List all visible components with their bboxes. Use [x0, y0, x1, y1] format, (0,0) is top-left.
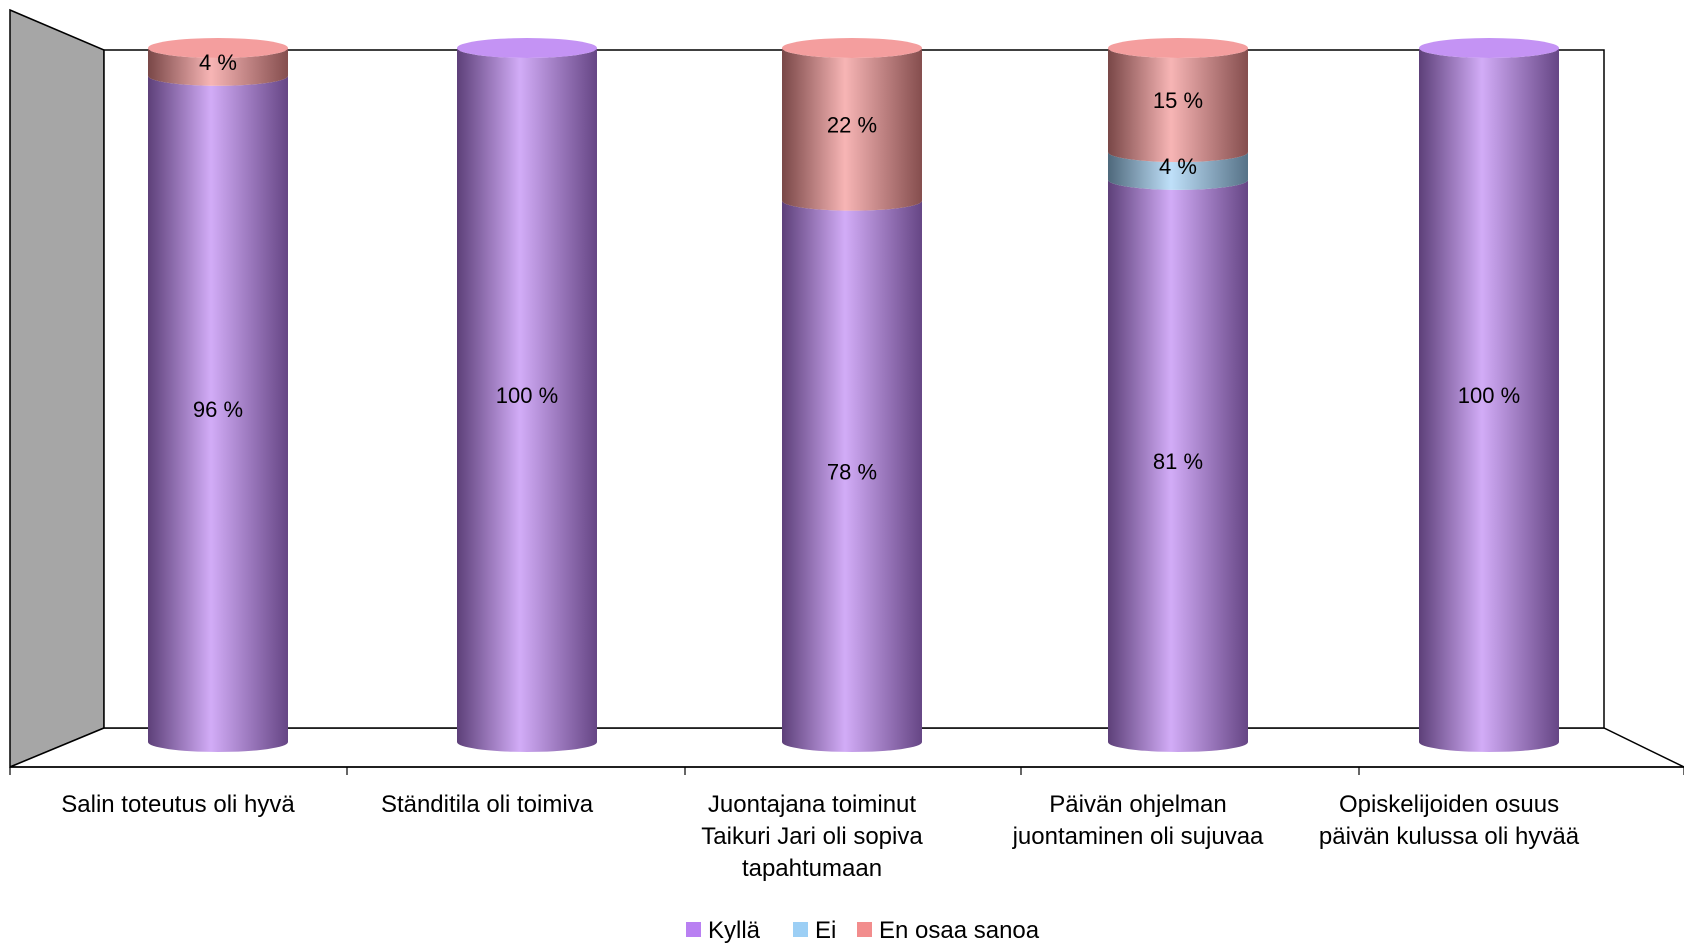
- bar-cap: [1419, 38, 1559, 58]
- category-labels-group: Salin toteutus oli hyvä Ständitila oli to…: [61, 791, 1579, 882]
- data-label: 4 %: [1159, 154, 1197, 179]
- legend-swatch: [686, 922, 701, 937]
- legend-item: Ei: [793, 917, 836, 944]
- data-label: 100 %: [496, 383, 558, 408]
- category-label: Opiskelijoiden osuus päivän kulussa oli h…: [1319, 791, 1580, 850]
- bar-column: [148, 38, 288, 752]
- bar-segment-kyllä: [148, 75, 288, 752]
- bar-segment-kyllä: [782, 200, 922, 752]
- legend-label: Kyllä: [708, 917, 761, 944]
- bar-segment-ei: [1108, 152, 1248, 190]
- bar-cap: [782, 38, 922, 58]
- bar-column: [457, 38, 597, 752]
- legend-swatch: [857, 922, 872, 937]
- data-label: 78 %: [827, 459, 877, 484]
- data-label: 15 %: [1153, 88, 1203, 113]
- legend-swatch: [793, 922, 808, 937]
- bar-column: [1108, 38, 1248, 753]
- data-label: 96 %: [193, 397, 243, 422]
- side-wall: [9, 8, 105, 769]
- bar-segment-en-osaa-sanoa: [782, 48, 922, 211]
- bar-segment-en-osaa-sanoa: [1108, 48, 1248, 163]
- bar-segment-en-osaa-sanoa: [148, 48, 288, 86]
- bar-column: [1419, 38, 1559, 752]
- legend: Kyllä Ei En osaa sanoa: [686, 917, 1040, 944]
- legend-label: Ei: [815, 917, 836, 944]
- bar-segment-kyllä: [457, 48, 597, 752]
- category-label: Ständitila oli toimiva: [381, 791, 594, 818]
- data-label: 100 %: [1458, 383, 1520, 408]
- bar-cap: [1108, 38, 1248, 58]
- bars-group: [148, 38, 1559, 753]
- data-label: 22 %: [827, 112, 877, 137]
- x-axis-ticks: [9, 767, 1684, 775]
- bar-segment-kyllä: [1419, 48, 1559, 752]
- bar-segment-kyllä: [1108, 179, 1248, 753]
- category-label: Päivän ohjelman juontaminen oli sujuvaa: [1012, 791, 1264, 850]
- legend-item: Kyllä: [686, 917, 761, 944]
- data-label: 4 %: [199, 50, 237, 75]
- category-label: Juontajana toiminut Taikuri Jari oli sopi…: [701, 791, 923, 882]
- data-labels-group: 96 % 4 % 100 % 78 % 22 % 81 % 4 % 15 % 100 %: [193, 50, 1520, 484]
- legend-label: En osaa sanoa: [879, 917, 1040, 944]
- bar-cap: [457, 38, 597, 58]
- category-label: Salin toteutus oli hyvä: [61, 791, 295, 818]
- data-label: 81 %: [1153, 449, 1203, 474]
- legend-item: En osaa sanoa: [857, 917, 1040, 944]
- bar-cap: [148, 38, 288, 58]
- bar-column: [782, 38, 922, 752]
